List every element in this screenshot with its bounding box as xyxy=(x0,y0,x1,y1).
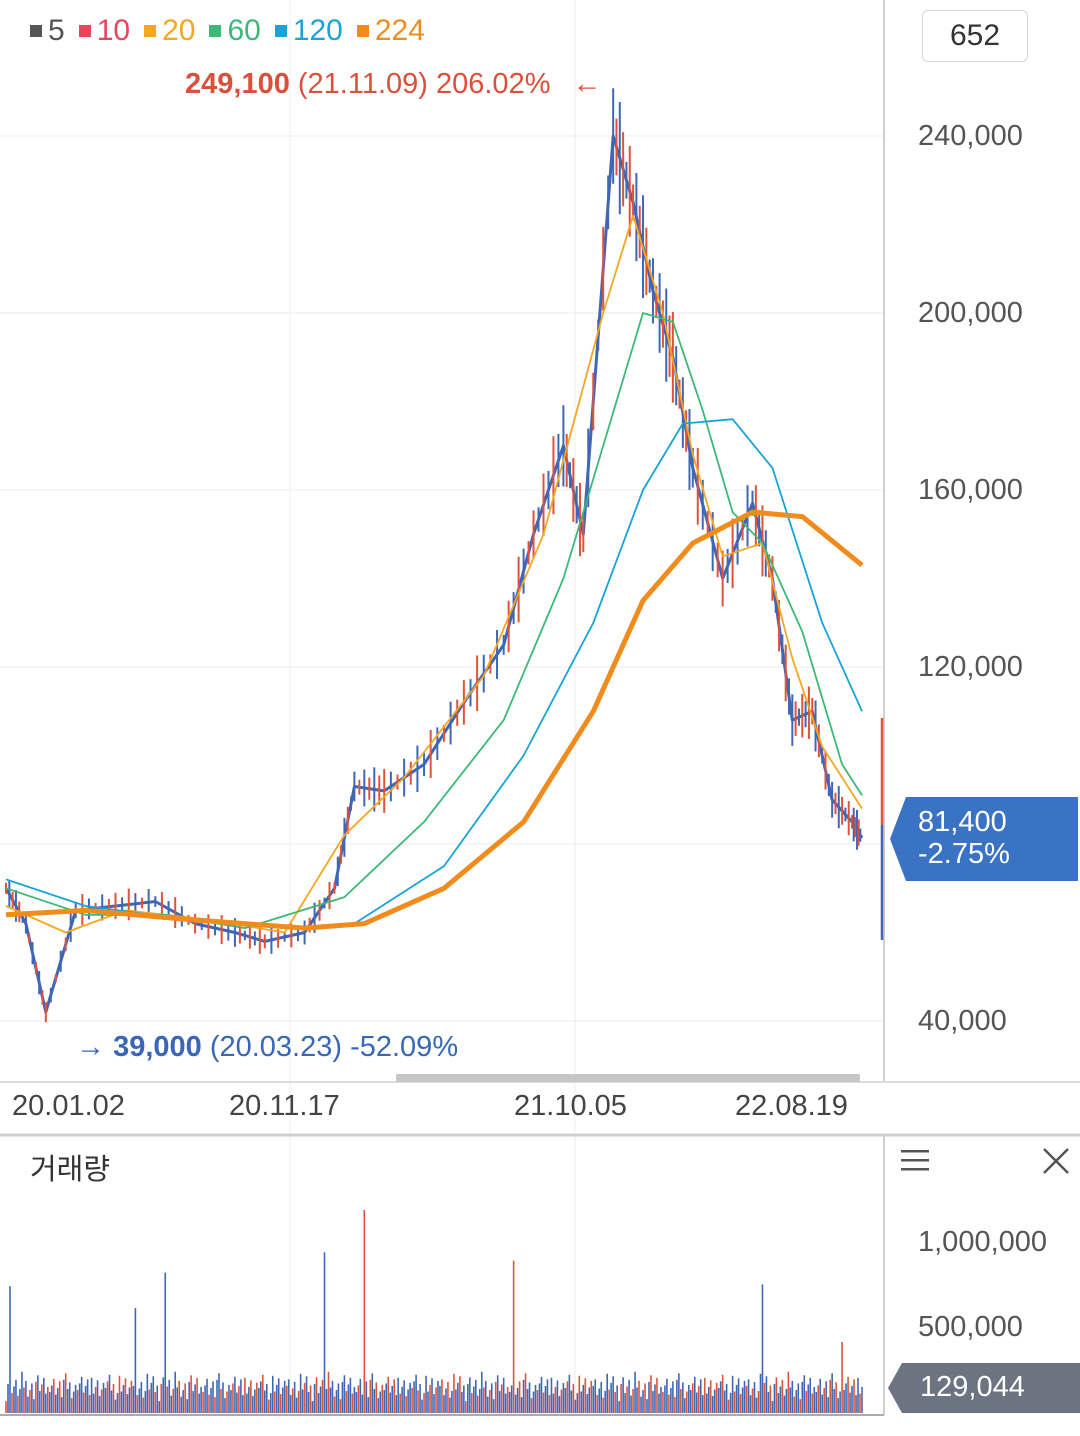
legend-swatch xyxy=(144,25,157,37)
legend-label: 10 xyxy=(96,14,131,47)
y-tick-label: 160,000 xyxy=(918,474,1023,506)
legend-swatch xyxy=(356,25,369,37)
y-tick-label: 200,000 xyxy=(918,297,1023,329)
current-price-tag: 81,400 -2.75% xyxy=(890,797,1078,881)
menu-icon[interactable] xyxy=(901,1148,931,1179)
legend-swatch xyxy=(274,25,287,37)
legend-item-ma120[interactable]: 120 xyxy=(274,14,343,48)
high-value: 249,100 xyxy=(185,68,290,100)
high-arrow-icon: ← xyxy=(572,68,602,100)
y-tick-label: 40,000 xyxy=(918,1005,1007,1037)
moving-average-legend: 5 10 20 60 120 224 xyxy=(30,14,425,48)
current-volume-tag: 129,044 xyxy=(888,1363,1080,1413)
low-value: 39,000 xyxy=(113,1031,202,1063)
legend-item-ma60[interactable]: 60 xyxy=(209,14,261,48)
legend-label: 5 xyxy=(48,14,65,47)
legend-item-ma5[interactable]: 5 xyxy=(30,14,65,48)
volume-y-tick-label: 500,000 xyxy=(918,1311,1023,1343)
candle-count-box[interactable]: 652 xyxy=(922,10,1028,62)
high-detail: (21.11.09) 206.02% xyxy=(297,68,551,100)
current-change: -2.75% xyxy=(918,838,1010,870)
x-tick-label: 20.11.17 xyxy=(229,1090,340,1122)
current-price-tag-shape xyxy=(890,797,1078,881)
low-arrow-icon: → xyxy=(76,1031,105,1063)
legend-label: 60 xyxy=(227,14,261,47)
current-price: 81,400 xyxy=(918,806,1007,838)
legend-item-ma224[interactable]: 224 xyxy=(356,14,425,48)
ma-line-224 xyxy=(5,509,864,931)
legend-label: 120 xyxy=(292,14,343,47)
time-scrollbar[interactable] xyxy=(396,1074,860,1082)
x-tick-label: 22.08.19 xyxy=(735,1090,848,1122)
legend-swatch xyxy=(78,25,91,37)
current-volume: 129,044 xyxy=(920,1371,1025,1403)
x-tick-label: 20.01.02 xyxy=(12,1090,125,1122)
legend-item-ma10[interactable]: 10 xyxy=(78,14,131,48)
legend-swatch xyxy=(209,25,222,37)
legend-item-ma20[interactable]: 20 xyxy=(144,14,195,48)
low-annotation: → 39,000 (20.03.23) -52.09% xyxy=(76,1031,458,1064)
low-detail: (20.03.23) -52.09% xyxy=(209,1031,459,1063)
legend-swatch xyxy=(30,25,42,37)
volume-y-tick-label: 1,000,000 xyxy=(918,1226,1048,1258)
legend-label: 20 xyxy=(162,14,196,47)
high-annotation: 249,100 (21.11.09) 206.02% ← xyxy=(185,68,602,101)
close-icon[interactable] xyxy=(1041,1146,1071,1181)
volume-panel-title: 거래량 xyxy=(30,1154,111,1186)
legend-label: 224 xyxy=(374,14,425,47)
y-tick-label: 120,000 xyxy=(918,651,1023,683)
current-volume-tag-shape xyxy=(888,1363,1080,1413)
x-tick-label: 21.10.05 xyxy=(514,1090,627,1122)
y-tick-label: 240,000 xyxy=(918,120,1023,152)
